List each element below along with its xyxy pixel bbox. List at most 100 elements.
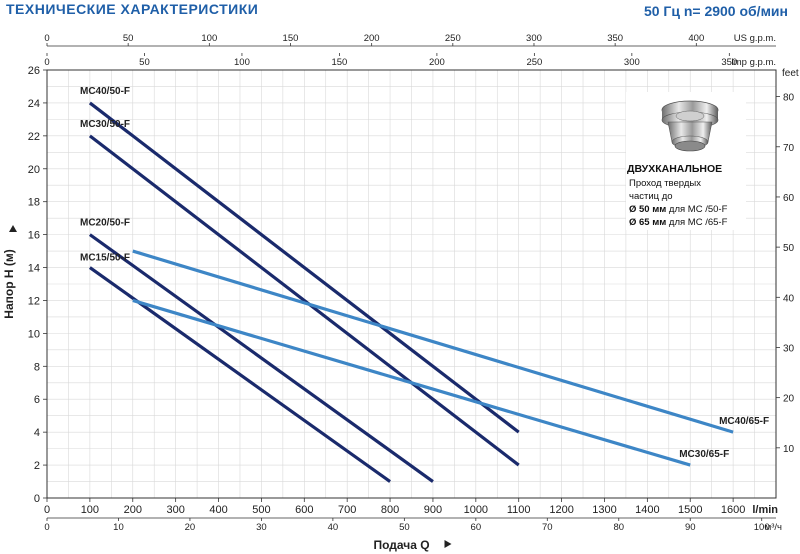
feet-tick-label: 10	[783, 444, 795, 455]
us-gpm-tick-label: 100	[201, 33, 217, 44]
x-tick-label: 400	[209, 504, 227, 516]
y-tick-label: 10	[28, 328, 40, 340]
x-tick-label: 800	[381, 504, 399, 516]
m3h-tick-label: 100	[754, 522, 770, 533]
us-gpm-tick-label: 0	[44, 33, 49, 44]
info-line-3-bold: Ø 50 мм	[629, 204, 667, 215]
info-title: ДВУХКАНАЛЬНОЕ	[627, 163, 723, 175]
x-tick-label: 1300	[592, 504, 616, 516]
x-tick-label: 100	[81, 504, 99, 516]
series-label-mc15-50-f: MC15/50-F	[80, 253, 130, 264]
us-gpm-unit-label: US g.p.m.	[734, 33, 776, 44]
x-axis-title: Подача Q	[373, 538, 429, 552]
series-line-mc40-50-f	[88, 101, 520, 434]
x-tick-label: 200	[124, 504, 142, 516]
m3h-tick-label: 70	[542, 522, 553, 533]
y-tick-label: 16	[28, 230, 40, 242]
series-line-mc30-50-f	[88, 134, 520, 467]
imp-gpm-tick-label: 300	[624, 57, 640, 68]
y-axis-title: Напор H (м)	[2, 249, 16, 318]
plot-frame	[46, 69, 777, 499]
x-tick-label: 500	[252, 504, 270, 516]
x-tick-label: 300	[166, 504, 184, 516]
m3h-tick-label: 10	[113, 522, 124, 533]
feet-tick-label: 50	[783, 243, 795, 254]
y-tick-label: 18	[28, 197, 40, 209]
x-unit-label: l/min	[752, 504, 778, 516]
feet-unit-label: feet	[782, 68, 799, 79]
series-label-mc30-50-f: MC30/50-F	[80, 119, 130, 130]
x-tick-label: 1100	[507, 504, 531, 516]
impeller-fitting-icon	[661, 100, 719, 152]
m3h-unit-label: м³/ч	[765, 522, 782, 533]
series-label-mc30-65-f: MC30/65-F	[679, 449, 729, 460]
x-tick-label: 900	[424, 504, 442, 516]
m3h-tick-label: 80	[613, 522, 624, 533]
speed-spec: 50 Гц n= 2900 об/мин	[643, 3, 788, 19]
y-tick-label: 12	[28, 295, 40, 307]
info-line-3-rest: для MC /50-F	[666, 204, 728, 215]
m3h-tick-label: 30	[256, 522, 267, 533]
m3h-tick-label: 20	[185, 522, 196, 533]
info-line-4-bold: Ø 65 мм	[629, 217, 667, 228]
x-tick-label: 600	[295, 504, 313, 516]
imp-gpm-tick-label: 100	[234, 57, 250, 68]
imp-gpm-tick-label: 250	[526, 57, 542, 68]
info-line-4-rest: для MC /65-F	[666, 217, 728, 228]
y-tick-label: 26	[28, 65, 40, 77]
y-tick-label: 2	[34, 460, 40, 472]
x-tick-label: 1600	[721, 504, 745, 516]
imp-gpm-tick-label: 50	[139, 57, 150, 68]
m3h-tick-label: 60	[471, 522, 482, 533]
info-line-2: частиц до	[629, 191, 673, 202]
m3h-tick-label: 0	[44, 522, 49, 533]
imp-gpm-unit-label: Imp g.p.m.	[731, 57, 776, 68]
series-label-mc40-65-f: MC40/65-F	[719, 416, 769, 427]
page-title: ТЕХНИЧЕСКИЕ ХАРАКТЕРИСТИКИ	[6, 1, 259, 17]
feet-tick-label: 20	[783, 394, 795, 405]
imp-gpm-tick-label: 150	[331, 57, 347, 68]
us-gpm-tick-label: 200	[364, 33, 380, 44]
x-tick-label: 1400	[635, 504, 659, 516]
x-axis-arrow-icon	[444, 540, 452, 548]
m3h-tick-label: 50	[399, 522, 410, 533]
us-gpm-tick-label: 50	[123, 33, 134, 44]
series-line-mc40-65-f	[132, 249, 734, 434]
us-gpm-tick-label: 250	[445, 33, 461, 44]
series-line-mc30-65-f	[132, 298, 691, 467]
x-tick-label: 1000	[464, 504, 488, 516]
x-tick-label: 0	[44, 504, 50, 516]
y-tick-label: 8	[34, 361, 40, 373]
x-tick-label: 1200	[549, 504, 573, 516]
y-tick-label: 14	[28, 263, 40, 275]
y-axis-arrow-icon	[9, 225, 17, 232]
series-line-mc20-50-f	[88, 233, 434, 483]
imp-gpm-tick-label: 200	[429, 57, 445, 68]
info-line-1: Проход твердых	[629, 178, 701, 189]
y-tick-label: 6	[34, 394, 40, 406]
feet-tick-label: 70	[783, 143, 795, 154]
y-tick-label: 20	[28, 164, 40, 176]
m3h-tick-label: 40	[328, 522, 339, 533]
feet-tick-label: 40	[783, 293, 795, 304]
y-tick-label: 0	[34, 493, 40, 505]
y-tick-label: 4	[34, 427, 40, 439]
feet-tick-label: 60	[783, 193, 795, 204]
feet-tick-label: 80	[783, 93, 795, 104]
info-line-4: Ø 65 мм для MC /65-F	[629, 217, 727, 228]
info-line-3: Ø 50 мм для MC /50-F	[629, 204, 727, 215]
series-label-mc40-50-f: MC40/50-F	[80, 86, 130, 97]
series-label-mc20-50-f: MC20/50-F	[80, 218, 130, 229]
us-gpm-tick-label: 150	[283, 33, 299, 44]
x-tick-label: 1500	[678, 504, 702, 516]
imp-gpm-tick-label: 350	[721, 57, 737, 68]
us-gpm-tick-label: 350	[607, 33, 623, 44]
us-gpm-tick-label: 400	[688, 33, 704, 44]
y-tick-label: 24	[28, 98, 40, 110]
m3h-tick-label: 90	[685, 522, 696, 533]
imp-gpm-tick-label: 0	[44, 57, 49, 68]
feet-tick-label: 30	[783, 343, 795, 354]
x-tick-label: 700	[338, 504, 356, 516]
us-gpm-tick-label: 300	[526, 33, 542, 44]
